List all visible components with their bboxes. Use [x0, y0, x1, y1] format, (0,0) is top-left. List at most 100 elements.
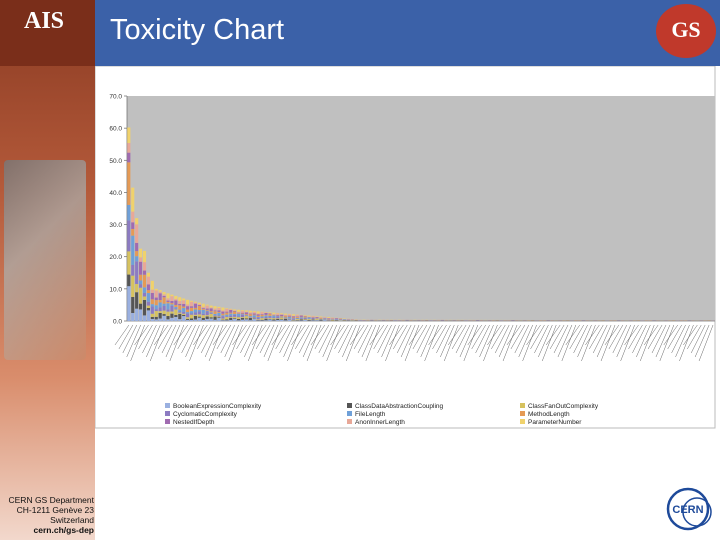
bar-segment [244, 315, 248, 316]
x-tick-mark [365, 324, 381, 362]
bar [327, 317, 331, 321]
bar [668, 320, 672, 321]
bar-segment [158, 318, 162, 321]
bar-segment [135, 261, 139, 284]
bar-segment [225, 319, 229, 321]
bar-segment [272, 319, 276, 321]
x-tick-mark [361, 324, 377, 358]
bar-segment [178, 301, 182, 304]
x-tick-mark [502, 324, 518, 362]
bar-segment [189, 301, 194, 307]
bar-segment [146, 293, 150, 302]
bar-segment [280, 313, 284, 315]
bar-segment [127, 286, 131, 321]
bar-segment [142, 299, 147, 316]
bar-segment [142, 262, 147, 271]
bar [597, 320, 601, 321]
bar [519, 319, 523, 321]
x-tick-mark [165, 324, 181, 358]
bar-segment [248, 320, 252, 321]
bar-segment [233, 310, 237, 311]
x-tick-mark [628, 324, 643, 350]
bar-segment [150, 304, 154, 307]
x-tick-mark [126, 324, 141, 358]
bar [374, 319, 378, 321]
bar-segment [193, 302, 198, 304]
bar-segment [166, 303, 170, 310]
x-tick-mark [134, 324, 149, 346]
x-tick-mark [287, 324, 302, 362]
y-tick-label: 30.0 [109, 222, 122, 229]
bar-segment [323, 318, 327, 320]
bar [303, 315, 307, 321]
bar [307, 315, 311, 321]
bar-segment [221, 320, 225, 321]
bar [664, 320, 668, 321]
bar-segment [319, 317, 323, 318]
bar-segment [131, 211, 135, 223]
bar-segment [272, 312, 276, 315]
bar-segment [244, 316, 248, 319]
bar [166, 293, 170, 321]
bar-segment [303, 319, 307, 321]
x-tick-mark [589, 324, 604, 350]
x-tick-mark [263, 324, 279, 358]
bar [656, 320, 660, 321]
bar-segment [193, 315, 198, 320]
bar-segment [217, 315, 221, 317]
bar-segment [162, 292, 166, 295]
y-tick-label: 20.0 [109, 254, 122, 261]
bar-segment [139, 284, 143, 288]
x-tick-mark [122, 324, 138, 354]
plot-area [127, 96, 715, 321]
bar [632, 320, 637, 321]
x-tick-mark [655, 324, 671, 358]
bar-segment [205, 310, 209, 312]
bar [683, 320, 688, 321]
bar [648, 320, 652, 321]
bar-segment [135, 218, 139, 225]
x-tick-mark [542, 324, 557, 362]
x-tick-mark [146, 324, 161, 358]
bar-segment [166, 300, 170, 302]
bar [483, 319, 488, 321]
bar [699, 320, 703, 321]
bar-segment [166, 311, 170, 317]
bar-segment [162, 305, 166, 311]
bar-segment [248, 317, 252, 318]
bar-segment [233, 311, 237, 315]
legend-swatch [347, 419, 352, 424]
bar [217, 306, 221, 321]
bar [652, 320, 656, 321]
bar-segment [213, 310, 217, 312]
bar-segment [170, 317, 174, 321]
bar [448, 319, 452, 321]
bar-segment [276, 320, 280, 321]
bar-segment [221, 307, 225, 311]
bar-segment [315, 316, 319, 317]
bar-segment [178, 297, 182, 302]
bar-segment [248, 314, 252, 317]
x-tick-mark [632, 324, 647, 354]
bar-segment [182, 316, 186, 321]
bar [574, 320, 578, 321]
bar-segment [182, 314, 186, 317]
bar-segment [252, 311, 256, 314]
bar-segment [280, 314, 284, 317]
bar [679, 320, 684, 321]
bar-segment [256, 319, 260, 321]
bar-segment [178, 313, 182, 320]
x-tick-mark [585, 324, 600, 346]
bar [154, 288, 158, 321]
bar-segment [127, 220, 131, 252]
bar [385, 319, 390, 321]
bar-segment [150, 280, 154, 290]
bar-segment [248, 312, 252, 314]
bar-segment [307, 319, 311, 321]
y-tick-label: 50.0 [109, 158, 122, 165]
x-tick-mark [326, 324, 341, 362]
bar-segment [170, 296, 174, 301]
bar-segment [189, 306, 194, 308]
bar [346, 318, 350, 321]
bar [695, 320, 699, 321]
